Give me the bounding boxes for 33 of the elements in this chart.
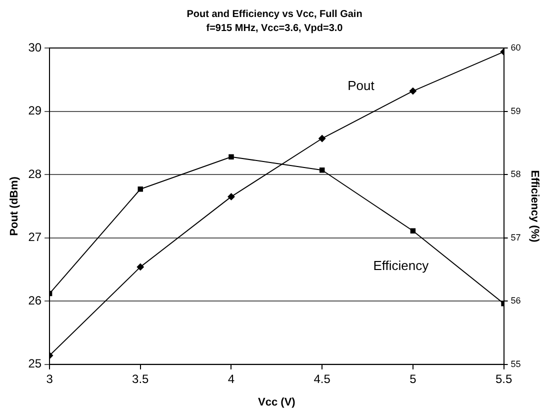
point xyxy=(228,193,235,200)
y-tick-label: 25 xyxy=(28,356,42,371)
chart-subtitle: f=915 MHz, Vcc=3.6, Vpd=3.0 xyxy=(206,22,344,34)
x-tick-label: 4.5 xyxy=(314,372,331,386)
y-tick-label: 29 xyxy=(28,104,42,118)
y2-axis-title: Efficiency (%) xyxy=(528,170,540,243)
x-tick-label: 4 xyxy=(228,372,235,386)
y-tick-label: 30 xyxy=(28,40,42,54)
y2-tick-label: 55 xyxy=(510,358,521,369)
point xyxy=(409,88,416,95)
point xyxy=(136,263,144,270)
point xyxy=(410,228,416,234)
point xyxy=(319,168,325,173)
series-label: Pout xyxy=(348,78,375,94)
x-tick-label: 3 xyxy=(46,372,54,386)
series-label: Efficiency xyxy=(373,258,430,273)
point xyxy=(228,154,234,160)
point xyxy=(318,134,326,142)
point xyxy=(138,186,144,192)
x-tick-label: 5 xyxy=(410,372,417,386)
y-tick-label: 28 xyxy=(28,166,42,181)
y2-tick-label: 56 xyxy=(510,296,521,306)
y-tick-label: 27 xyxy=(28,230,42,244)
y2-tick-label: 60 xyxy=(510,42,521,52)
y-tick-label: 26 xyxy=(28,293,42,308)
x-tick-label: 5.5 xyxy=(495,372,512,386)
x-axis-title: Vcc (V) xyxy=(258,396,296,408)
chart-title: Pout and Efficiency vs Vcc, Full Gain xyxy=(186,8,362,20)
y-axis-title: Pout (dBm) xyxy=(8,176,21,236)
y2-tick-label: 58 xyxy=(510,169,521,180)
y2-tick-label: 57 xyxy=(510,232,521,242)
x-tick-label: 3.5 xyxy=(132,372,150,386)
y2-tick-label: 59 xyxy=(510,106,521,116)
